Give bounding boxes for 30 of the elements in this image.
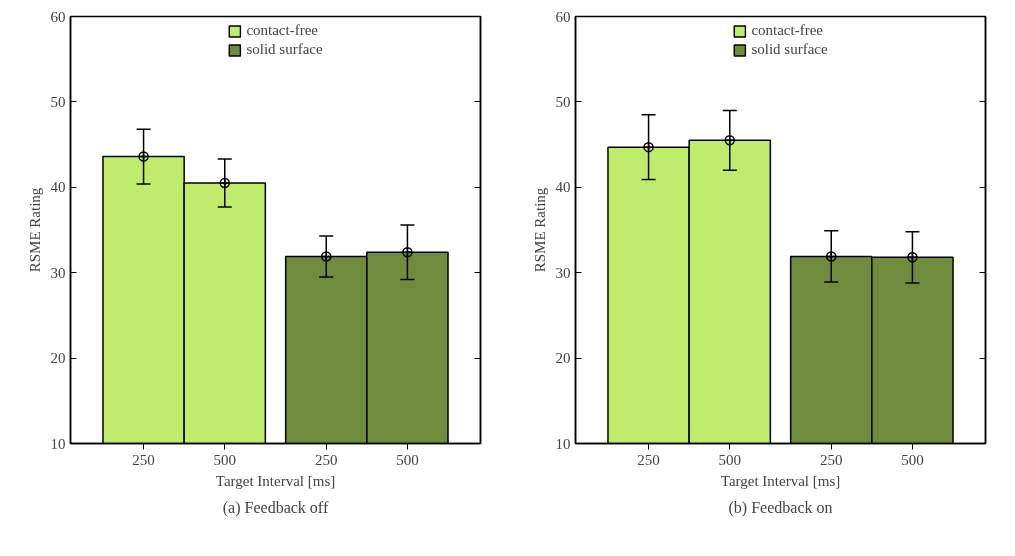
- x-tick-label: 500: [901, 451, 924, 468]
- legend-label: solid surface: [751, 41, 828, 58]
- y-tick-label: 60: [555, 8, 571, 25]
- y-tick-label: 10: [50, 435, 66, 452]
- x-tick-label: 250: [132, 451, 155, 468]
- legend-label: solid surface: [246, 41, 323, 58]
- x-tick-label: 500: [213, 451, 237, 468]
- x-tick-label: 250: [637, 451, 660, 468]
- x-axis-title: Target Interval [ms]: [720, 472, 841, 489]
- y-tick-label: 50: [555, 93, 571, 110]
- x-tick-label: 500: [396, 451, 419, 468]
- legend-label: contact-free: [246, 22, 318, 39]
- y-axis-title: RSME Rating: [26, 187, 43, 273]
- y-tick-label: 20: [50, 350, 66, 367]
- y-tick-label: 60: [50, 8, 66, 25]
- text: (a) Feedback off: [222, 498, 329, 517]
- y-tick-label: 10: [555, 435, 571, 452]
- text: (b) Feedback on: [728, 498, 833, 517]
- x-tick-label: 250: [819, 451, 843, 468]
- y-tick-label: 20: [555, 350, 571, 367]
- legend-label: contact-free: [751, 22, 823, 39]
- y-axis-title: RSME Rating: [531, 187, 548, 273]
- y-tick-label: 40: [50, 179, 66, 196]
- y-tick-label: 30: [555, 264, 571, 281]
- x-tick-label: 500: [718, 451, 742, 468]
- x-axis-title: Target Interval [ms]: [215, 472, 336, 489]
- y-tick-label: 30: [50, 264, 66, 281]
- y-tick-label: 50: [50, 93, 66, 110]
- y-tick-label: 40: [555, 179, 571, 196]
- x-tick-label: 250: [314, 451, 338, 468]
